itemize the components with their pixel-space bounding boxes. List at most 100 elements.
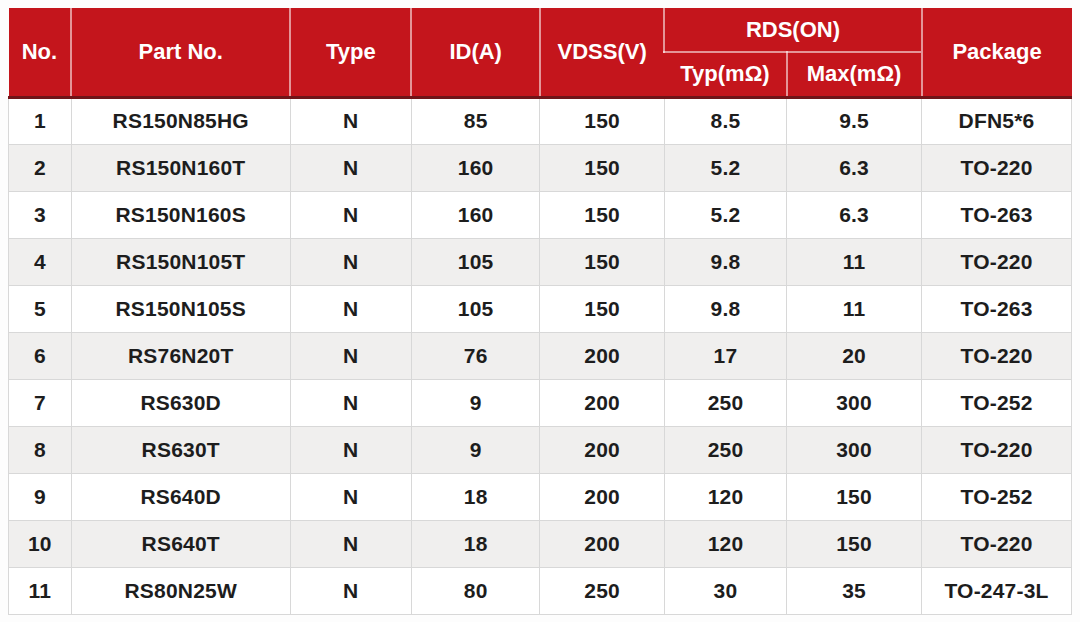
cell-no: 3: [9, 191, 72, 238]
table-row: 5 RS150N105S N 105 150 9.8 11 TO-263: [9, 285, 1072, 332]
cell-vdss: 150: [540, 238, 664, 285]
cell-type: N: [290, 426, 411, 473]
cell-vdss: 200: [540, 426, 664, 473]
cell-rds-typ: 9.8: [664, 238, 786, 285]
cell-rds-typ: 5.2: [664, 144, 786, 191]
cell-no: 1: [9, 97, 72, 144]
cell-id: 105: [411, 238, 540, 285]
cell-type: N: [290, 285, 411, 332]
page: No. Part No. Type ID(A) VDSS(V) RDS(ON) …: [0, 0, 1080, 622]
cell-rds-max: 11: [787, 285, 922, 332]
cell-type: N: [290, 379, 411, 426]
cell-type: N: [290, 332, 411, 379]
cell-id: 9: [411, 379, 540, 426]
cell-type: N: [290, 567, 411, 614]
cell-rds-typ: 120: [664, 520, 786, 567]
table-row: 1 RS150N85HG N 85 150 8.5 9.5 DFN5*6: [9, 97, 1072, 144]
header-rds-on-group: RDS(ON): [664, 8, 921, 52]
cell-vdss: 250: [540, 567, 664, 614]
cell-id: 105: [411, 285, 540, 332]
cell-part-no: RS76N20T: [71, 332, 290, 379]
cell-part-no: RS150N85HG: [71, 97, 290, 144]
header-part-no: Part No.: [71, 8, 290, 97]
cell-part-no: RS630T: [71, 426, 290, 473]
table-row: 4 RS150N105T N 105 150 9.8 11 TO-220: [9, 238, 1072, 285]
cell-package: TO-252: [922, 379, 1072, 426]
table-row: 8 RS630T N 9 200 250 300 TO-220: [9, 426, 1072, 473]
cell-part-no: RS80N25W: [71, 567, 290, 614]
cell-id: 160: [411, 191, 540, 238]
cell-id: 18: [411, 520, 540, 567]
cell-rds-max: 35: [787, 567, 922, 614]
table-row: 11 RS80N25W N 80 250 30 35 TO-247-3L: [9, 567, 1072, 614]
cell-id: 18: [411, 473, 540, 520]
cell-type: N: [290, 238, 411, 285]
cell-no: 4: [9, 238, 72, 285]
cell-no: 8: [9, 426, 72, 473]
cell-part-no: RS630D: [71, 379, 290, 426]
cell-rds-typ: 30: [664, 567, 786, 614]
cell-id: 76: [411, 332, 540, 379]
cell-rds-max: 11: [787, 238, 922, 285]
cell-package: TO-252: [922, 473, 1072, 520]
cell-part-no: RS150N105T: [71, 238, 290, 285]
cell-vdss: 150: [540, 144, 664, 191]
table-row: 7 RS630D N 9 200 250 300 TO-252: [9, 379, 1072, 426]
cell-no: 5: [9, 285, 72, 332]
header-package: Package: [922, 8, 1072, 97]
cell-rds-typ: 5.2: [664, 191, 786, 238]
cell-part-no: RS150N105S: [71, 285, 290, 332]
header-rds-typ: Typ(mΩ): [664, 52, 786, 97]
cell-package: TO-263: [922, 285, 1072, 332]
cell-rds-typ: 120: [664, 473, 786, 520]
cell-rds-typ: 9.8: [664, 285, 786, 332]
cell-id: 80: [411, 567, 540, 614]
table-body: 1 RS150N85HG N 85 150 8.5 9.5 DFN5*6 2 R…: [9, 97, 1072, 614]
cell-id: 85: [411, 97, 540, 144]
table-row: 9 RS640D N 18 200 120 150 TO-252: [9, 473, 1072, 520]
cell-part-no: RS150N160S: [71, 191, 290, 238]
cell-rds-typ: 250: [664, 426, 786, 473]
cell-rds-max: 150: [787, 520, 922, 567]
cell-vdss: 150: [540, 191, 664, 238]
cell-no: 7: [9, 379, 72, 426]
cell-no: 11: [9, 567, 72, 614]
cell-package: TO-220: [922, 426, 1072, 473]
cell-no: 6: [9, 332, 72, 379]
cell-rds-max: 300: [787, 379, 922, 426]
header-vdss: VDSS(V): [540, 8, 664, 97]
header-id: ID(A): [411, 8, 540, 97]
cell-vdss: 200: [540, 379, 664, 426]
cell-part-no: RS150N160T: [71, 144, 290, 191]
cell-id: 9: [411, 426, 540, 473]
cell-rds-typ: 8.5: [664, 97, 786, 144]
cell-type: N: [290, 473, 411, 520]
table-header: No. Part No. Type ID(A) VDSS(V) RDS(ON) …: [9, 8, 1072, 97]
cell-package: DFN5*6: [922, 97, 1072, 144]
cell-vdss: 200: [540, 473, 664, 520]
cell-part-no: RS640T: [71, 520, 290, 567]
cell-package: TO-263: [922, 191, 1072, 238]
cell-package: TO-220: [922, 520, 1072, 567]
table-row: 2 RS150N160T N 160 150 5.2 6.3 TO-220: [9, 144, 1072, 191]
cell-rds-typ: 250: [664, 379, 786, 426]
table-row: 3 RS150N160S N 160 150 5.2 6.3 TO-263: [9, 191, 1072, 238]
cell-package: TO-220: [922, 332, 1072, 379]
header-no: No.: [9, 8, 72, 97]
cell-vdss: 200: [540, 520, 664, 567]
cell-id: 160: [411, 144, 540, 191]
cell-rds-max: 300: [787, 426, 922, 473]
cell-type: N: [290, 97, 411, 144]
cell-rds-max: 20: [787, 332, 922, 379]
cell-rds-max: 9.5: [787, 97, 922, 144]
mosfet-spec-table: No. Part No. Type ID(A) VDSS(V) RDS(ON) …: [8, 8, 1072, 615]
cell-no: 10: [9, 520, 72, 567]
cell-rds-typ: 17: [664, 332, 786, 379]
cell-no: 2: [9, 144, 72, 191]
cell-rds-max: 150: [787, 473, 922, 520]
cell-package: TO-220: [922, 238, 1072, 285]
header-rds-max: Max(mΩ): [787, 52, 922, 97]
cell-type: N: [290, 144, 411, 191]
cell-no: 9: [9, 473, 72, 520]
cell-vdss: 200: [540, 332, 664, 379]
